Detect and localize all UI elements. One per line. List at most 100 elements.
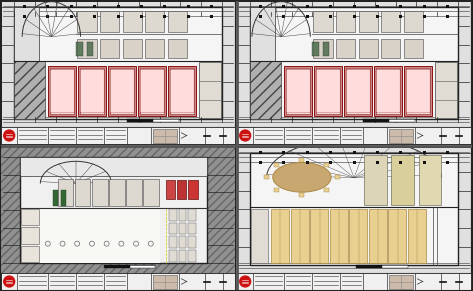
Bar	[259, 150, 262, 154]
Bar	[446, 161, 449, 164]
Bar	[346, 68, 370, 114]
Bar	[250, 7, 458, 119]
Bar	[336, 39, 355, 58]
Bar	[80, 68, 104, 114]
Bar	[163, 5, 166, 8]
Bar	[376, 150, 379, 154]
Bar	[58, 179, 73, 206]
Bar	[352, 5, 356, 8]
Bar	[274, 188, 280, 192]
Bar	[179, 223, 186, 235]
Bar	[140, 5, 143, 8]
Bar	[163, 15, 166, 18]
Bar	[264, 175, 269, 179]
Bar	[75, 179, 90, 206]
Bar	[250, 7, 275, 61]
Bar	[310, 209, 328, 263]
Bar	[169, 250, 177, 262]
Bar	[116, 15, 120, 18]
Bar	[399, 15, 403, 18]
Bar	[238, 2, 470, 126]
Bar	[259, 5, 262, 8]
Bar	[408, 209, 426, 263]
Bar	[329, 150, 332, 154]
Bar	[93, 5, 96, 8]
Bar	[312, 42, 319, 56]
Bar	[399, 161, 403, 164]
Bar	[145, 39, 164, 58]
Bar	[306, 161, 309, 164]
Bar	[423, 150, 426, 154]
Bar	[352, 161, 356, 164]
Bar	[188, 180, 198, 199]
Bar	[423, 161, 426, 164]
Bar	[123, 11, 142, 32]
Bar	[329, 15, 332, 18]
FancyBboxPatch shape	[286, 69, 310, 113]
Bar	[116, 5, 120, 8]
Bar	[284, 66, 312, 116]
Bar	[188, 209, 196, 221]
Bar	[187, 5, 190, 8]
Circle shape	[240, 130, 251, 141]
Bar	[70, 15, 73, 18]
Bar	[179, 209, 186, 221]
Bar	[153, 118, 179, 122]
Bar	[169, 223, 177, 235]
Bar	[238, 148, 470, 272]
FancyBboxPatch shape	[376, 69, 400, 113]
Bar	[282, 15, 285, 18]
Bar	[53, 190, 58, 206]
Bar	[14, 7, 222, 119]
Bar	[376, 5, 379, 8]
Bar	[93, 15, 96, 18]
Bar	[259, 15, 262, 18]
Bar	[446, 15, 449, 18]
Bar	[169, 209, 177, 221]
Bar	[1, 147, 235, 290]
Bar	[251, 209, 268, 263]
Bar	[352, 150, 356, 154]
Bar	[92, 179, 108, 206]
Bar	[382, 265, 408, 267]
Bar	[423, 15, 426, 18]
Bar	[274, 163, 280, 167]
Bar	[329, 5, 332, 8]
Bar	[78, 66, 106, 116]
Bar	[237, 127, 471, 144]
Circle shape	[4, 276, 15, 287]
Bar	[70, 5, 73, 8]
Bar	[127, 118, 153, 122]
Bar	[1, 273, 235, 290]
Bar	[349, 209, 368, 263]
Bar	[446, 150, 449, 154]
Bar	[330, 209, 348, 263]
Bar	[76, 42, 83, 56]
FancyBboxPatch shape	[140, 69, 164, 113]
Bar	[392, 155, 414, 205]
Bar	[336, 11, 355, 32]
Bar	[46, 15, 49, 18]
Bar	[381, 39, 400, 58]
Bar	[1, 147, 235, 273]
Bar	[419, 155, 441, 205]
Bar	[210, 5, 213, 8]
Bar	[314, 66, 342, 116]
Bar	[388, 209, 406, 263]
FancyBboxPatch shape	[406, 69, 430, 113]
Bar	[138, 66, 166, 116]
Bar	[210, 15, 213, 18]
Bar	[329, 161, 332, 164]
Bar	[423, 5, 426, 8]
Bar	[140, 15, 143, 18]
Bar	[21, 227, 39, 244]
Bar	[389, 118, 415, 122]
FancyBboxPatch shape	[80, 69, 104, 113]
Bar	[109, 179, 125, 206]
Bar	[169, 236, 177, 248]
Bar	[446, 5, 449, 8]
Bar	[306, 15, 309, 18]
Bar	[143, 179, 159, 206]
Bar	[100, 11, 119, 32]
Bar	[38, 208, 160, 263]
